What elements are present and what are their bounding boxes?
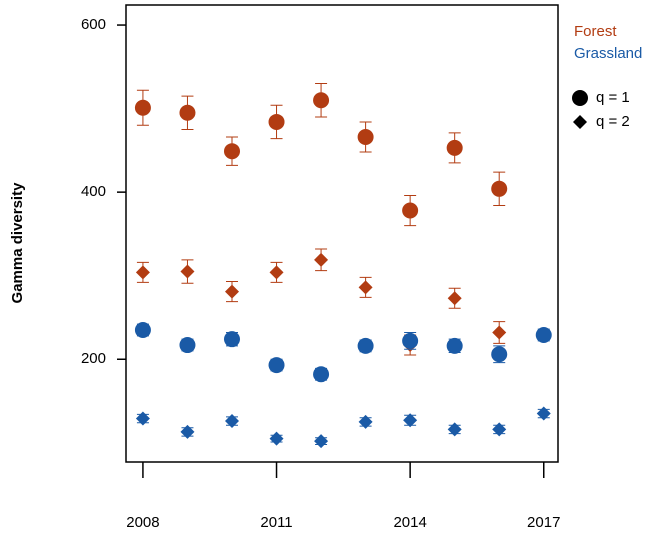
point	[357, 129, 374, 146]
point	[491, 180, 508, 197]
x-tick-label: 2008	[126, 514, 159, 531]
point	[135, 411, 150, 426]
point	[268, 357, 285, 374]
point	[180, 424, 195, 439]
point	[402, 202, 419, 219]
point	[268, 113, 285, 130]
x-tick-label: 2011	[260, 514, 292, 531]
point	[447, 291, 462, 306]
y-tick-label: 600	[81, 16, 106, 33]
point	[135, 265, 150, 280]
point	[403, 413, 418, 428]
point	[134, 99, 151, 116]
point	[357, 337, 374, 354]
point	[269, 265, 284, 280]
point	[446, 139, 463, 156]
point	[223, 331, 240, 348]
point	[491, 346, 508, 363]
point	[134, 321, 151, 338]
point	[314, 434, 329, 449]
point	[314, 252, 329, 267]
point	[446, 337, 463, 354]
x-tick-label: 2017	[527, 514, 560, 531]
point	[535, 327, 552, 344]
point	[224, 284, 239, 299]
legend-label: q = 2	[596, 113, 630, 130]
point	[313, 92, 330, 109]
point	[492, 325, 507, 340]
x-tick-label: 2014	[393, 514, 426, 531]
legend-marker	[572, 90, 588, 106]
y-axis-label: Gamma diversity	[9, 182, 26, 304]
point	[447, 422, 462, 437]
point	[180, 264, 195, 279]
point	[358, 414, 373, 429]
point	[179, 337, 196, 354]
y-tick-label: 200	[81, 350, 106, 367]
legend-marker	[573, 115, 587, 129]
point	[402, 332, 419, 349]
legend-label: Grassland	[574, 45, 642, 62]
point	[224, 414, 239, 429]
point	[223, 143, 240, 160]
point	[313, 366, 330, 383]
point	[492, 422, 507, 437]
point	[358, 280, 373, 295]
legend-label: Forest	[574, 23, 617, 40]
legend-label: q = 1	[596, 89, 630, 106]
point	[536, 406, 551, 421]
plot-frame	[125, 4, 559, 463]
y-tick-label: 400	[81, 183, 106, 200]
point	[269, 431, 284, 446]
point	[179, 104, 196, 121]
